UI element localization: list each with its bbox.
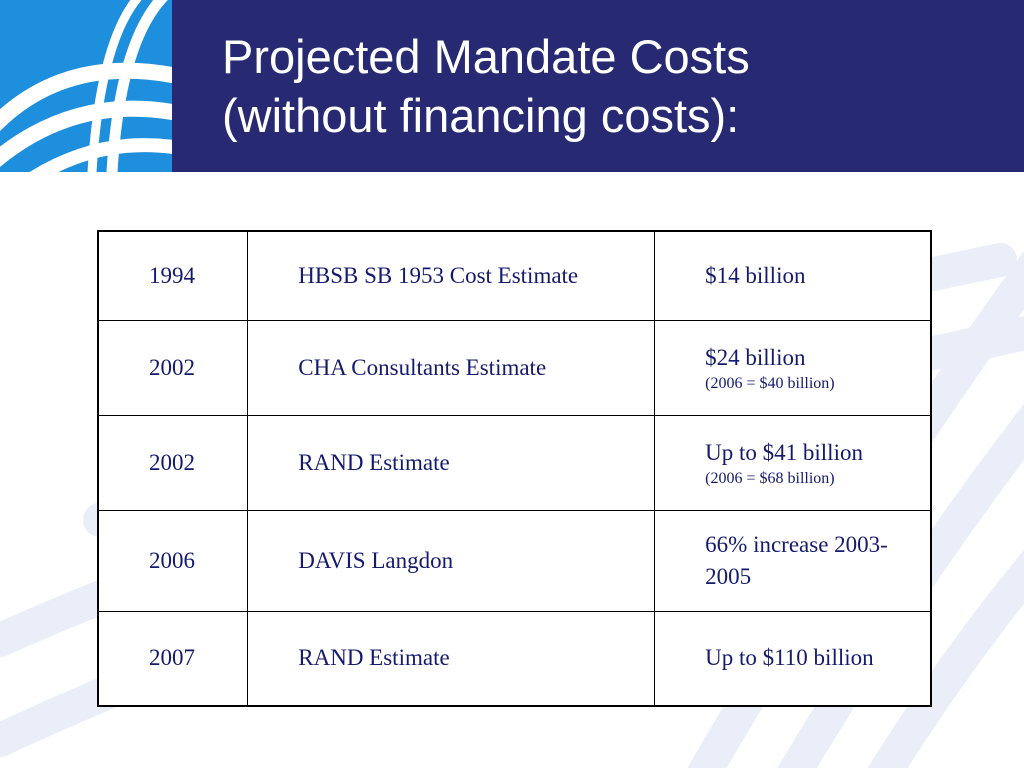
logo (0, 0, 172, 172)
year-cell: 2007 (97, 610, 249, 707)
cost-cell: $24 billion (2006 = $40 billion) (654, 319, 932, 416)
source-cell: HBSB SB 1953 Cost Estimate (247, 230, 656, 321)
cost-value: Up to $41 billion (705, 439, 863, 465)
title-line-1: Projected Mandate Costs (222, 30, 750, 83)
cost-value: 66% increase 2003-2005 (705, 531, 888, 589)
source-cell: RAND Estimate (247, 610, 656, 707)
year-cell: 1994 (97, 230, 249, 321)
cost-note: (2006 = $40 billion) (705, 374, 835, 392)
cost-cell: Up to $41 billion (2006 = $68 billion) (654, 414, 932, 511)
source-cell: CHA Consultants Estimate (247, 319, 656, 416)
slide-header: Projected Mandate Costs (without financi… (0, 0, 1024, 172)
cost-value: $24 billion (705, 344, 806, 370)
year-cell: 2002 (97, 414, 249, 511)
year-cell: 2002 (97, 319, 249, 416)
table-row: 1994 HBSB SB 1953 Cost Estimate $14 bill… (97, 230, 932, 321)
table-row: 2006 DAVIS Langdon 66% increase 2003-200… (97, 509, 932, 612)
table-row: 2002 CHA Consultants Estimate $24 billio… (97, 319, 932, 416)
title-line-2: (without financing costs): (222, 89, 740, 142)
table-row: 2002 RAND Estimate Up to $41 billion (20… (97, 414, 932, 511)
page-title: Projected Mandate Costs (without financi… (222, 27, 750, 145)
source-cell: RAND Estimate (247, 414, 656, 511)
source-cell: DAVIS Langdon (247, 509, 656, 612)
cost-estimates-table: 1994 HBSB SB 1953 Cost Estimate $14 bill… (97, 230, 932, 707)
cost-cell: Up to $110 billion (654, 610, 932, 707)
cost-note: (2006 = $68 billion) (705, 469, 835, 487)
cost-value: $14 billion (705, 262, 806, 288)
year-cell: 2006 (97, 509, 249, 612)
cost-cell: 66% increase 2003-2005 (654, 509, 932, 612)
table-row: 2007 RAND Estimate Up to $110 billion (97, 610, 932, 707)
cost-value: Up to $110 billion (705, 645, 874, 671)
cost-cell: $14 billion (654, 230, 932, 321)
